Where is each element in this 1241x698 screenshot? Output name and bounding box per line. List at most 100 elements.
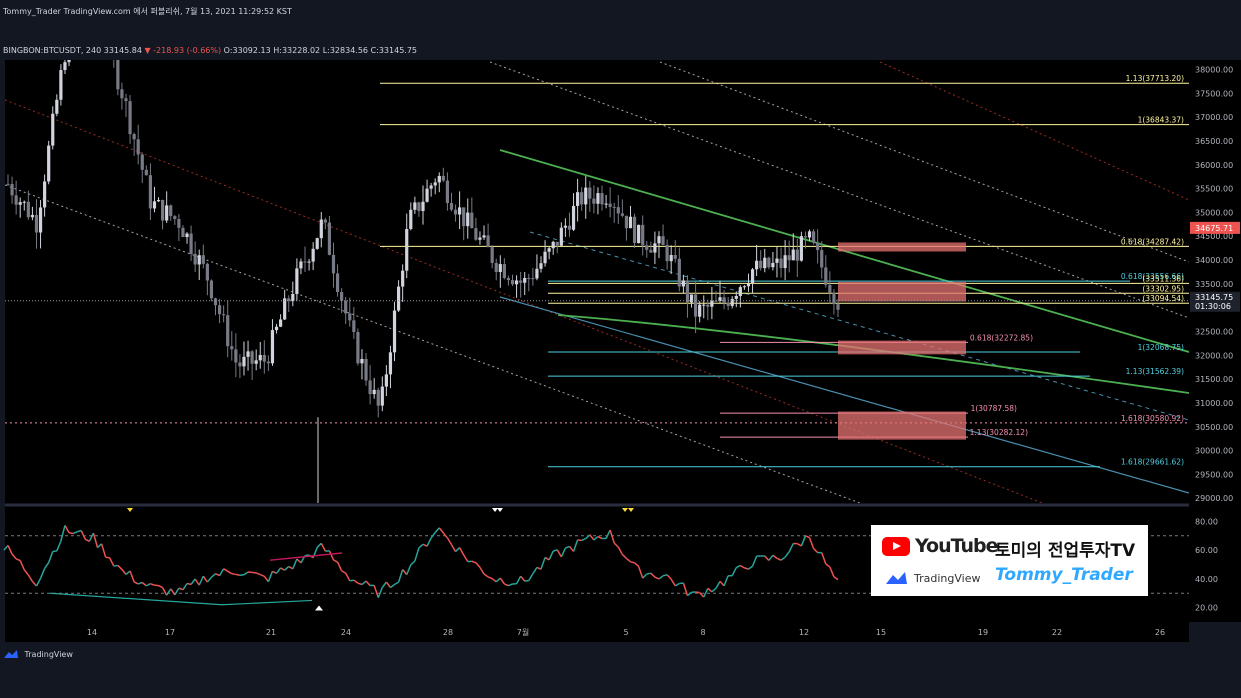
rsi-segment [646, 572, 651, 575]
rsi-segment [751, 555, 758, 567]
candle-body [323, 219, 327, 223]
channel-name: 토미의 전업투자TV [995, 541, 1136, 561]
time-axis-tick: 15 [876, 628, 886, 637]
rsi-segment [64, 525, 70, 534]
price-axis-tick: 34500.00 [1195, 232, 1233, 241]
candle-body [173, 216, 177, 219]
time-axis-tick: 19 [978, 628, 988, 637]
candle-body [417, 202, 421, 212]
rsi-segment [495, 577, 501, 583]
candle-body [490, 247, 494, 263]
rsi-segment [515, 575, 522, 585]
candle-body [181, 227, 185, 238]
rsi-segment [499, 577, 505, 585]
candle-body [165, 205, 169, 221]
candle-body [604, 203, 608, 205]
candle-body [388, 352, 393, 375]
time-axis-tick: 12 [799, 628, 809, 637]
candle-body [632, 216, 637, 244]
price-axis-tick: 32500.00 [1195, 328, 1233, 337]
candle-body [287, 298, 291, 302]
rsi-segment [47, 551, 54, 563]
time-axis-tick: 8 [700, 628, 705, 637]
candle-body [364, 358, 368, 381]
price-axis [1189, 60, 1241, 622]
candle-body [401, 270, 405, 287]
rsi-segment [528, 573, 534, 582]
candle-body [681, 280, 685, 287]
candle-body [482, 235, 486, 238]
rsi-segment [715, 580, 721, 589]
rsi-segment [365, 580, 371, 587]
candle-body [185, 233, 189, 238]
candle-body [828, 284, 832, 293]
youtube-icon [882, 537, 910, 556]
candle-body [376, 389, 380, 406]
candle-body [258, 355, 262, 361]
rsi-segment [548, 550, 554, 561]
candle-body [803, 236, 808, 238]
candle-body [242, 356, 246, 367]
candle-body [331, 254, 336, 274]
candle-body [506, 278, 511, 281]
candle-body [43, 181, 47, 208]
candle-body [600, 193, 604, 205]
candle-body [767, 257, 771, 268]
countdown-timer: 01:30:06 [1195, 302, 1231, 311]
publish-title: Tommy_Trader TradingView.com 에서 퍼블리쉬, 7월… [3, 7, 292, 16]
rsi-divergence-line [221, 599, 313, 606]
channel-line [659, 61, 1189, 263]
rsi-segment [568, 545, 575, 552]
candle-body [429, 185, 433, 189]
symbol-label: BINGBON:BTCUSDT, 240 [3, 46, 102, 55]
candle-body [535, 268, 539, 279]
candle-body [47, 145, 51, 182]
candle-body [466, 212, 470, 227]
candle-body [555, 241, 559, 246]
fib-level-label: 0.618(33556.66) [1121, 272, 1184, 281]
rsi-segment [263, 575, 269, 583]
fib-level-label: (33094.54) [1142, 294, 1184, 303]
rsi-segment [463, 554, 469, 563]
candle-body [783, 255, 787, 269]
price-axis-tick: 37000.00 [1195, 113, 1233, 122]
channel-line [489, 61, 1189, 319]
candle-body [360, 358, 364, 364]
candle-body [620, 213, 624, 216]
rsi-segment [182, 583, 188, 591]
candle-body [356, 332, 360, 364]
candle-body [307, 261, 311, 263]
rsi-segment [455, 547, 461, 553]
rsi-segment [117, 564, 123, 570]
footer-brand[interactable]: TradingView [24, 650, 73, 659]
candle-body [140, 154, 144, 170]
rsi-segment [593, 535, 599, 541]
rsi-axis-tick: 20.00 [1195, 604, 1218, 613]
rsi-segment [373, 585, 379, 598]
candle-body [152, 201, 157, 209]
candle-body [213, 298, 218, 306]
rsi-segment [544, 556, 550, 561]
candle-body [315, 238, 319, 249]
rsi-segment [719, 580, 725, 587]
candle-body [421, 201, 425, 212]
candle-body [698, 304, 702, 317]
rsi-segment [617, 546, 624, 555]
open-value: O:33092.13 [223, 46, 271, 55]
time-axis-tick: 5 [623, 628, 628, 637]
time-axis-tick: 22 [1052, 628, 1062, 637]
rsi-segment [475, 562, 481, 568]
rsi-segment [394, 581, 399, 586]
rsi-segment [748, 565, 754, 570]
rsi-segment [68, 532, 74, 535]
candle-body [425, 188, 429, 202]
rsi-segment [215, 572, 220, 577]
candle-body [262, 355, 266, 362]
price-axis-tick: 33500.00 [1195, 280, 1233, 289]
alert-price-badge [1190, 221, 1240, 234]
channel-line [5, 184, 861, 503]
rsi-segment [133, 581, 139, 585]
rsi-segment [80, 530, 86, 540]
rsi-segment [504, 583, 509, 587]
rsi-segment [670, 578, 676, 587]
